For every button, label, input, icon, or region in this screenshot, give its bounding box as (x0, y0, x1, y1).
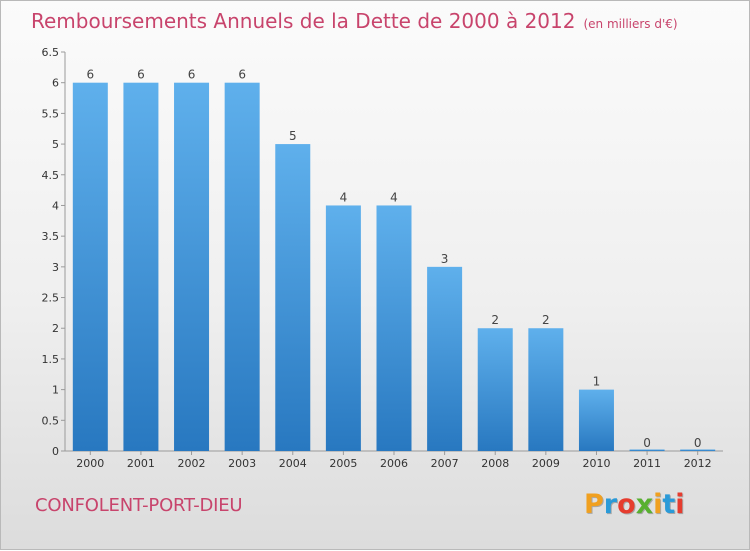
data-label: 3 (441, 252, 449, 266)
y-tick-label: 2.5 (42, 292, 60, 305)
title-text: Remboursements Annuels de la Dette de 20… (31, 9, 576, 33)
bar (629, 449, 665, 451)
y-tick-label: 4.5 (42, 169, 60, 182)
data-label: 2 (542, 313, 550, 327)
commune-name: CONFOLENT-PORT-DIEU (35, 495, 243, 516)
logo-letter: i (675, 489, 685, 520)
data-label: 5 (289, 129, 297, 143)
x-tick-label: 2009 (532, 457, 560, 470)
logo-letter: o (617, 489, 636, 520)
chart-title: Remboursements Annuels de la Dette de 20… (31, 9, 678, 33)
data-label: 4 (340, 190, 348, 204)
y-tick-label: 1 (52, 384, 59, 397)
logo-letter: r (603, 489, 618, 520)
logo-letter: t (662, 489, 676, 520)
data-label: 6 (238, 68, 246, 82)
x-tick-label: 2001 (127, 457, 155, 470)
y-tick-label: 1.5 (42, 353, 60, 366)
x-tick-label: 2005 (329, 457, 357, 470)
logo-letter: P (584, 489, 604, 520)
data-label: 0 (694, 436, 702, 450)
x-tick-label: 2006 (380, 457, 408, 470)
bar (275, 144, 311, 452)
proxiti-logo: Proxiti (584, 489, 685, 520)
bar (174, 82, 210, 451)
bar (224, 82, 260, 451)
y-tick-label: 0 (52, 445, 59, 458)
y-tick-label: 3 (52, 261, 59, 274)
data-label: 6 (137, 68, 145, 82)
y-tick-label: 5 (52, 138, 59, 151)
x-tick-label: 2000 (76, 457, 104, 470)
x-tick-label: 2010 (582, 457, 610, 470)
bar (72, 82, 108, 451)
bar (123, 82, 159, 451)
bar (578, 389, 614, 451)
bar (528, 328, 564, 451)
y-tick-label: 5.5 (42, 107, 60, 120)
bar (680, 449, 716, 451)
logo-letter: x (635, 489, 654, 520)
y-tick-label: 0.5 (42, 414, 60, 427)
data-label: 1 (593, 375, 601, 389)
bar (325, 205, 361, 451)
x-tick-label: 2007 (431, 457, 459, 470)
bar (427, 266, 463, 451)
x-tick-label: 2003 (228, 457, 256, 470)
unit-label: (en milliers d'€) (583, 17, 678, 31)
x-tick-label: 2002 (178, 457, 206, 470)
logo-letter: i (653, 489, 663, 520)
bar (376, 205, 412, 451)
data-label: 4 (390, 190, 398, 204)
data-label: 6 (188, 68, 196, 82)
bar (477, 328, 513, 451)
x-tick-label: 2004 (279, 457, 307, 470)
y-tick-label: 4 (52, 199, 59, 212)
x-tick-label: 2012 (684, 457, 712, 470)
x-tick-label: 2008 (481, 457, 509, 470)
data-label: 0 (643, 436, 651, 450)
x-tick-label: 2011 (633, 457, 661, 470)
y-tick-label: 2 (52, 322, 59, 335)
y-tick-label: 6 (52, 77, 59, 90)
y-tick-label: 3.5 (42, 230, 60, 243)
y-tick-label: 6.5 (42, 46, 60, 59)
data-label: 2 (491, 313, 499, 327)
data-label: 6 (86, 68, 94, 82)
